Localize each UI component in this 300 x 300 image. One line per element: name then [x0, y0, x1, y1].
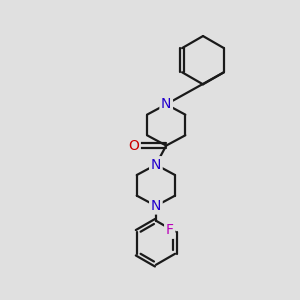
Text: N: N: [151, 158, 161, 172]
Text: F: F: [166, 223, 174, 237]
Text: N: N: [161, 98, 171, 111]
Text: N: N: [151, 199, 161, 213]
Text: O: O: [128, 139, 139, 153]
